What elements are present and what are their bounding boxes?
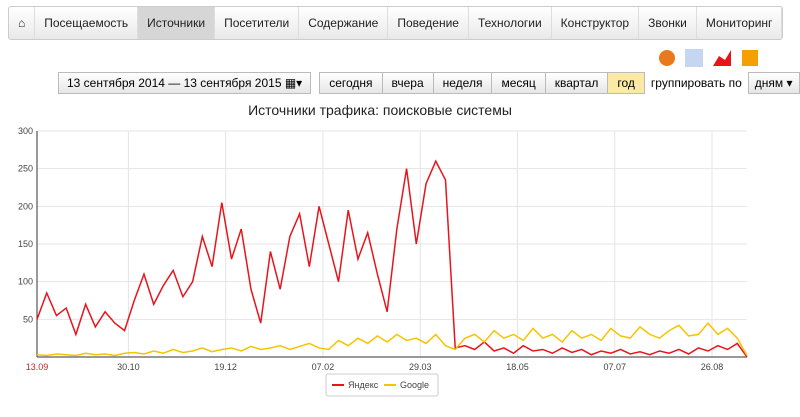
group-select[interactable]: дням ▾ — [747, 72, 800, 94]
x-tick-label: 30.10 — [117, 362, 140, 372]
period-button[interactable]: год — [607, 72, 645, 94]
pie-icon[interactable] — [659, 50, 675, 66]
chart: Источники трафика: поисковые системы 50 1… — [18, 102, 748, 397]
legend-label: Яндекс — [348, 380, 379, 390]
area-icon[interactable] — [713, 50, 731, 66]
legend-label: Google — [400, 380, 429, 390]
y-tick-label: 250 — [18, 164, 33, 174]
period-button[interactable]: месяц — [491, 72, 545, 94]
period-button[interactable]: вчера — [381, 72, 433, 94]
series-line — [36, 321, 748, 357]
series-line — [36, 159, 748, 358]
period-button[interactable]: неделя — [432, 72, 492, 94]
nav-item[interactable]: Конструктор — [552, 7, 640, 39]
period-button[interactable]: сегодня — [319, 72, 382, 94]
x-tick-label: 07.02 — [312, 362, 335, 372]
legend-box — [325, 373, 439, 397]
x-tick-label: 18.05 — [506, 362, 529, 372]
period-button[interactable]: квартал — [544, 72, 608, 94]
bar-icon[interactable] — [742, 50, 758, 66]
nav-item[interactable]: Поведение — [388, 7, 469, 39]
nav-item[interactable]: Посещаемость — [35, 7, 139, 39]
y-tick-label: 100 — [18, 277, 33, 287]
y-tick-label: 200 — [18, 201, 33, 211]
group-label: группировать по — [650, 76, 742, 90]
legend: Яндекс Google — [325, 373, 439, 397]
nav-item[interactable]: Содержание — [299, 7, 389, 39]
date-picker[interactable]: 13 сентября 2014 — 13 сентября 2015 ▦▾ — [58, 72, 312, 94]
nav-item[interactable]: Мониторинг — [697, 7, 783, 39]
nav-item[interactable]: Технологии — [469, 7, 552, 39]
chart-title: Источники трафика: поисковые системы — [248, 102, 512, 118]
nav-item[interactable]: Посетители — [215, 7, 300, 39]
x-tick-label: 29.03 — [409, 362, 432, 372]
home-button[interactable]: ⌂ — [9, 7, 36, 39]
x-tick-label: 07.07 — [603, 362, 626, 372]
y-tick-label: 300 — [18, 126, 33, 136]
toolbar: 13 сентября 2014 — 13 сентября 2015 ▦▾ с… — [58, 72, 800, 94]
group-value: дням — [754, 76, 784, 90]
y-tick-label: 50 — [23, 314, 33, 324]
period-group: сегодня вчера неделя месяц квартал год — [319, 72, 645, 94]
nav-item[interactable]: Звонки — [639, 7, 697, 39]
line-icon[interactable] — [685, 49, 703, 67]
x-tick-label: 13.09 — [26, 362, 49, 372]
x-tick-label: 26.08 — [701, 362, 724, 372]
chart-type-icons — [659, 49, 758, 67]
nav-item[interactable]: Источники — [138, 7, 216, 39]
date-range: 13 сентября 2014 — 13 сентября 2015 — [67, 76, 282, 90]
y-tick-label: 150 — [18, 239, 33, 249]
x-tick-label: 19.12 — [214, 362, 237, 372]
nav-bar: ⌂ Посещаемость Источники Посетители Содержан… — [8, 6, 784, 40]
